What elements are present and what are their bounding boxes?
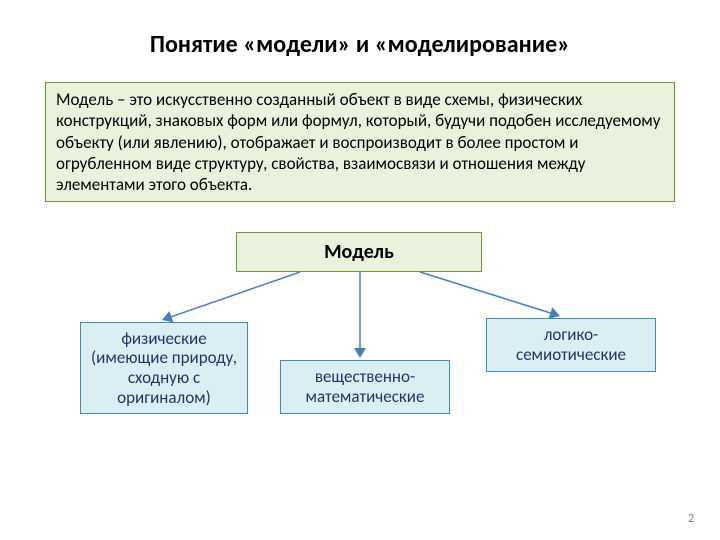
definition-box: Модель – это искусственно созданный объе… — [45, 82, 675, 202]
slide-title: Понятие «модели» и «моделирование» — [0, 30, 720, 59]
child-node-2: логико-семиотические — [486, 318, 656, 372]
child-node-0-label: физические (имеющие природу, сходную с о… — [81, 325, 247, 411]
definition-text: Модель – это искусственно созданный объе… — [46, 83, 674, 201]
root-node: Модель — [236, 232, 482, 272]
slide: Понятие «модели» и «моделирование» Модел… — [0, 0, 720, 540]
child-node-1: вещественно-математические — [280, 360, 450, 414]
child-node-1-label: вещественно-математические — [281, 363, 449, 410]
page-number: 2 — [688, 512, 694, 526]
child-node-2-label: логико-семиотические — [487, 321, 655, 368]
root-node-label: Модель — [237, 237, 481, 268]
child-node-0: физические (имеющие природу, сходную с о… — [80, 322, 248, 414]
